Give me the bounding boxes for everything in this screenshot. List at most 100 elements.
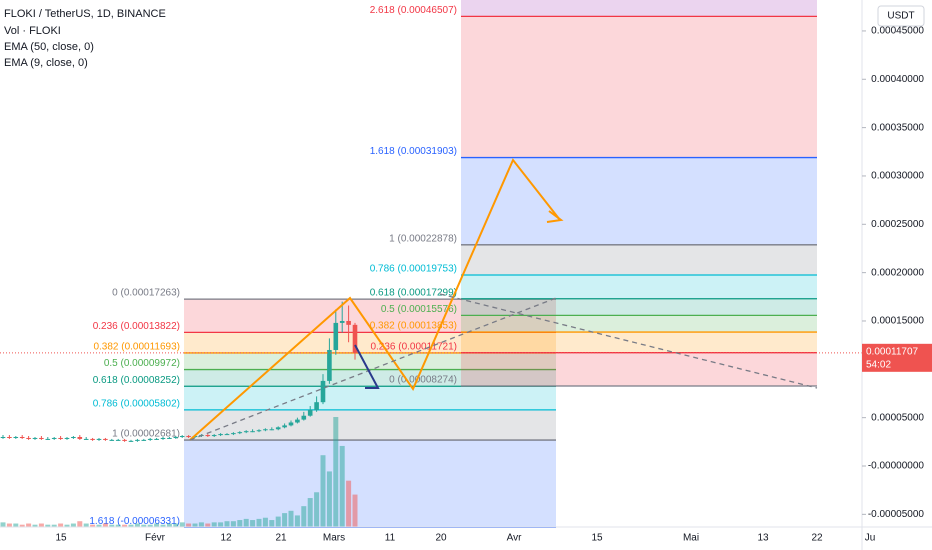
fib-label: 0.5 (0.00015576) bbox=[381, 304, 457, 315]
currency-button[interactable] bbox=[877, 5, 925, 27]
candle-body bbox=[58, 437, 63, 439]
y-tick-label: 0.00035000 bbox=[871, 122, 924, 133]
candle-body bbox=[301, 415, 307, 420]
y-tick-label: 0.00045000 bbox=[871, 26, 924, 37]
x-tick-label: 20 bbox=[435, 533, 447, 544]
volume-bar bbox=[58, 523, 64, 527]
candle-body bbox=[307, 409, 313, 416]
candle-body bbox=[32, 437, 38, 439]
candle-body bbox=[90, 438, 95, 440]
fib-label: 0 (0.00008274) bbox=[389, 375, 457, 386]
y-tick-label: 0.00030000 bbox=[871, 171, 924, 182]
volume-bar bbox=[83, 523, 89, 527]
indicator: EMA (50, close, 0) bbox=[4, 41, 94, 53]
fib-band bbox=[461, 298, 817, 316]
plot-area: 0 (0.00017263) 0.236 (0.00013822) 0.382 (0… bbox=[0, 0, 862, 528]
volume-bar bbox=[154, 523, 160, 527]
fib-band bbox=[184, 369, 556, 387]
x-tick-label: Ju bbox=[865, 533, 876, 544]
volume-bar bbox=[102, 523, 108, 527]
fib-label: 1 (0.00002681) bbox=[112, 429, 180, 440]
volume-bar bbox=[32, 524, 38, 527]
trend-line bbox=[189, 297, 557, 441]
fib-band bbox=[184, 440, 556, 528]
x-tick-label: Févr bbox=[145, 533, 166, 544]
candle-body bbox=[115, 439, 121, 441]
candle-body bbox=[13, 436, 19, 438]
candle-body bbox=[352, 324, 358, 353]
candle-body bbox=[64, 437, 70, 439]
y-tick-label: 0.00005000 bbox=[871, 412, 924, 423]
candle-body bbox=[288, 422, 294, 426]
candle-body bbox=[237, 432, 243, 434]
x-tick-label: 13 bbox=[757, 533, 769, 544]
projection-path bbox=[189, 158, 561, 441]
y-tick-label: 0.00025000 bbox=[871, 219, 924, 230]
volume-bar bbox=[45, 524, 51, 527]
volume-bar bbox=[339, 445, 345, 527]
volume-bar bbox=[173, 523, 179, 527]
candle-body bbox=[295, 419, 300, 423]
currency[interactable]: USDT bbox=[887, 11, 914, 22]
fib-band bbox=[461, 157, 817, 245]
candle-body bbox=[243, 431, 249, 433]
countdown: 54:02 bbox=[866, 359, 891, 370]
candle-body bbox=[39, 437, 44, 439]
candle-body bbox=[96, 438, 102, 440]
volume-bar bbox=[320, 455, 326, 527]
volume-bar bbox=[326, 471, 332, 527]
candle-body bbox=[333, 322, 339, 350]
volume-bar bbox=[333, 417, 339, 527]
volume-bar bbox=[205, 523, 211, 527]
fib-label: 0.618 (0.00008252) bbox=[93, 375, 180, 386]
fib-band bbox=[184, 409, 556, 441]
volume-bar bbox=[0, 522, 6, 527]
x-tick-label: 15 bbox=[591, 533, 603, 544]
x-tick-label: Mars bbox=[323, 533, 345, 544]
candle-body bbox=[26, 437, 31, 439]
volume-bar bbox=[282, 513, 288, 527]
candle-body bbox=[269, 429, 275, 431]
volume-bar bbox=[250, 520, 256, 527]
volume-bar bbox=[19, 524, 25, 527]
fib-label: 0.382 (0.00013853) bbox=[370, 321, 457, 332]
candle-body bbox=[141, 439, 147, 441]
candle-body bbox=[263, 429, 268, 431]
candle-body bbox=[346, 320, 351, 325]
x-tick-label: 11 bbox=[385, 533, 396, 544]
fib-band bbox=[461, 16, 817, 158]
volume-bar bbox=[141, 524, 147, 527]
x-tick-label: 12 bbox=[220, 533, 232, 544]
arrow bbox=[354, 344, 380, 389]
fib-label: 0.786 (0.00019753) bbox=[370, 264, 457, 275]
drawings bbox=[189, 158, 818, 441]
y-tick-label: -0.00005000 bbox=[868, 509, 925, 520]
candle-body bbox=[77, 436, 83, 439]
candle-body bbox=[71, 436, 76, 438]
candle-body bbox=[7, 436, 12, 438]
candle-body bbox=[205, 435, 211, 437]
candle-body bbox=[218, 434, 223, 436]
candle-body bbox=[122, 439, 127, 441]
fib-band bbox=[184, 352, 556, 370]
candle-body bbox=[103, 438, 108, 440]
fib-label: 1.618 (0.00031903) bbox=[370, 146, 457, 157]
candle-body bbox=[19, 436, 25, 438]
candle-body bbox=[179, 436, 185, 438]
candle-body bbox=[314, 402, 319, 410]
volume-bar bbox=[352, 494, 358, 527]
fib-label: 0.236 (0.00013822) bbox=[93, 321, 180, 332]
fib-label: 1 (0.00022878) bbox=[389, 233, 457, 244]
volume-bar bbox=[243, 518, 249, 527]
volume-bar bbox=[147, 524, 153, 527]
volume-bar bbox=[198, 522, 204, 527]
candle-body bbox=[256, 430, 262, 432]
volume-bar bbox=[230, 521, 236, 527]
candle-body bbox=[275, 427, 281, 430]
fib-band bbox=[461, 275, 817, 299]
volume-bar bbox=[160, 524, 166, 527]
x-tick-label: Avr bbox=[507, 533, 522, 544]
volume-bar bbox=[301, 506, 307, 527]
candle-body bbox=[211, 435, 217, 437]
fib-band bbox=[184, 386, 556, 410]
